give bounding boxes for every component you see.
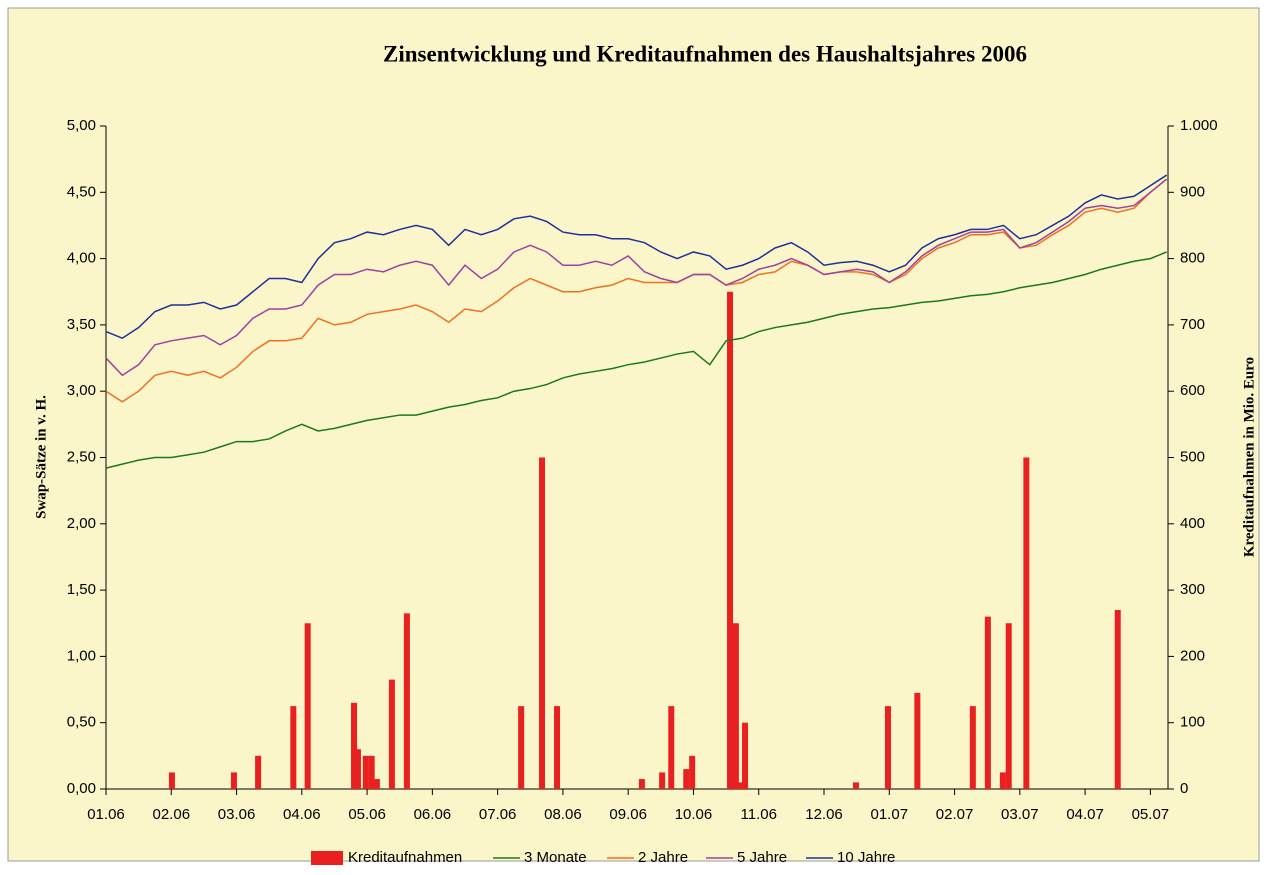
y-tick-label: 3,00 bbox=[67, 382, 96, 399]
y2-tick-label: 400 bbox=[1180, 515, 1205, 532]
x-tick-label: 07.06 bbox=[479, 806, 517, 823]
bar bbox=[668, 706, 675, 789]
bar bbox=[659, 772, 666, 789]
bar bbox=[683, 769, 690, 789]
y2-tick-label: 100 bbox=[1180, 714, 1205, 731]
y-tick-label: 2,00 bbox=[67, 515, 96, 532]
y-tick-label: 4,50 bbox=[67, 183, 96, 200]
x-tick-label: 02.07 bbox=[936, 806, 974, 823]
bar bbox=[373, 779, 380, 789]
bar bbox=[388, 679, 395, 789]
bar bbox=[914, 692, 921, 789]
bar bbox=[230, 772, 237, 789]
bar bbox=[852, 782, 859, 789]
y2-tick-label: 0 bbox=[1180, 780, 1188, 797]
y-tick-label: 1,50 bbox=[67, 581, 96, 598]
x-tick-label: 10.06 bbox=[675, 806, 713, 823]
y-tick-label: 2,50 bbox=[67, 448, 96, 465]
bar bbox=[727, 291, 734, 789]
legend-label: 3 Monate bbox=[524, 849, 587, 866]
chart-title: Zinsentwicklung und Kreditaufnahmen des … bbox=[383, 41, 1027, 66]
bar bbox=[742, 722, 749, 789]
line bbox=[105, 251, 1167, 469]
line bbox=[105, 178, 1168, 377]
chart-background bbox=[7, 7, 1260, 862]
y2-axis-title: Kreditaufnahmen in Mio. Euro bbox=[1241, 357, 1257, 557]
y-axis-title: Swap-Sätze in v. H. bbox=[33, 395, 49, 519]
bar bbox=[732, 623, 739, 789]
bar bbox=[554, 706, 561, 789]
bar bbox=[539, 457, 546, 789]
x-tick-label: 09.06 bbox=[609, 806, 647, 823]
x-tick-label: 05.07 bbox=[1132, 806, 1170, 823]
x-tick-label: 11.06 bbox=[741, 806, 777, 823]
bar bbox=[351, 702, 358, 789]
y2-tick-label: 500 bbox=[1180, 448, 1205, 465]
y2-tick-label: 200 bbox=[1180, 647, 1205, 664]
x-tick-label: 01.07 bbox=[871, 806, 909, 823]
bar bbox=[403, 613, 410, 789]
y2-tick-label: 700 bbox=[1180, 316, 1205, 333]
bar bbox=[984, 616, 991, 789]
x-tick-label: 12.06 bbox=[805, 806, 843, 823]
bar bbox=[969, 706, 976, 789]
x-tick-label: 01.06 bbox=[87, 806, 125, 823]
x-tick-label: 04.07 bbox=[1066, 806, 1104, 823]
y2-tick-label: 600 bbox=[1180, 382, 1205, 399]
bar bbox=[304, 623, 311, 789]
y-tick-label: 4,00 bbox=[67, 250, 96, 267]
bar bbox=[884, 706, 891, 789]
bar bbox=[518, 706, 525, 789]
bar bbox=[290, 706, 297, 789]
x-tick-label: 02.06 bbox=[153, 806, 191, 823]
bar bbox=[255, 755, 262, 789]
bar bbox=[1114, 609, 1121, 789]
bar bbox=[168, 772, 175, 789]
bar bbox=[1023, 457, 1030, 789]
y-tick-label: 0,00 bbox=[67, 780, 96, 797]
legend-label: Kreditaufnahmen bbox=[348, 849, 462, 866]
legend-swatch bbox=[311, 851, 343, 865]
bar bbox=[368, 755, 375, 789]
x-tick-label: 06.06 bbox=[414, 806, 452, 823]
x-tick-label: 08.06 bbox=[544, 806, 582, 823]
line bbox=[105, 178, 1168, 403]
y-tick-label: 0,50 bbox=[67, 714, 96, 731]
y2-tick-label: 900 bbox=[1180, 183, 1205, 200]
bar bbox=[738, 782, 745, 789]
x-tick-label: 03.06 bbox=[218, 806, 256, 823]
bar bbox=[1005, 623, 1012, 789]
bar bbox=[354, 749, 361, 789]
bar bbox=[362, 755, 369, 789]
y-tick-label: 3,50 bbox=[67, 316, 96, 333]
x-tick-label: 05.06 bbox=[348, 806, 386, 823]
bar bbox=[999, 772, 1006, 789]
y-tick-label: 5,00 bbox=[67, 117, 96, 134]
legend-label: 5 Jahre bbox=[737, 849, 787, 866]
legend-label: 2 Jahre bbox=[638, 849, 688, 866]
bar bbox=[689, 755, 696, 789]
x-tick-label: 04.06 bbox=[283, 806, 321, 823]
legend-label: 10 Jahre bbox=[837, 849, 895, 866]
bar bbox=[638, 779, 645, 789]
y-tick-label: 1,00 bbox=[67, 647, 96, 664]
x-tick-label: 03.07 bbox=[1001, 806, 1039, 823]
y2-tick-label: 300 bbox=[1180, 581, 1205, 598]
y2-tick-label: 1.000 bbox=[1180, 117, 1218, 134]
y2-tick-label: 800 bbox=[1180, 250, 1205, 267]
line bbox=[105, 174, 1168, 340]
